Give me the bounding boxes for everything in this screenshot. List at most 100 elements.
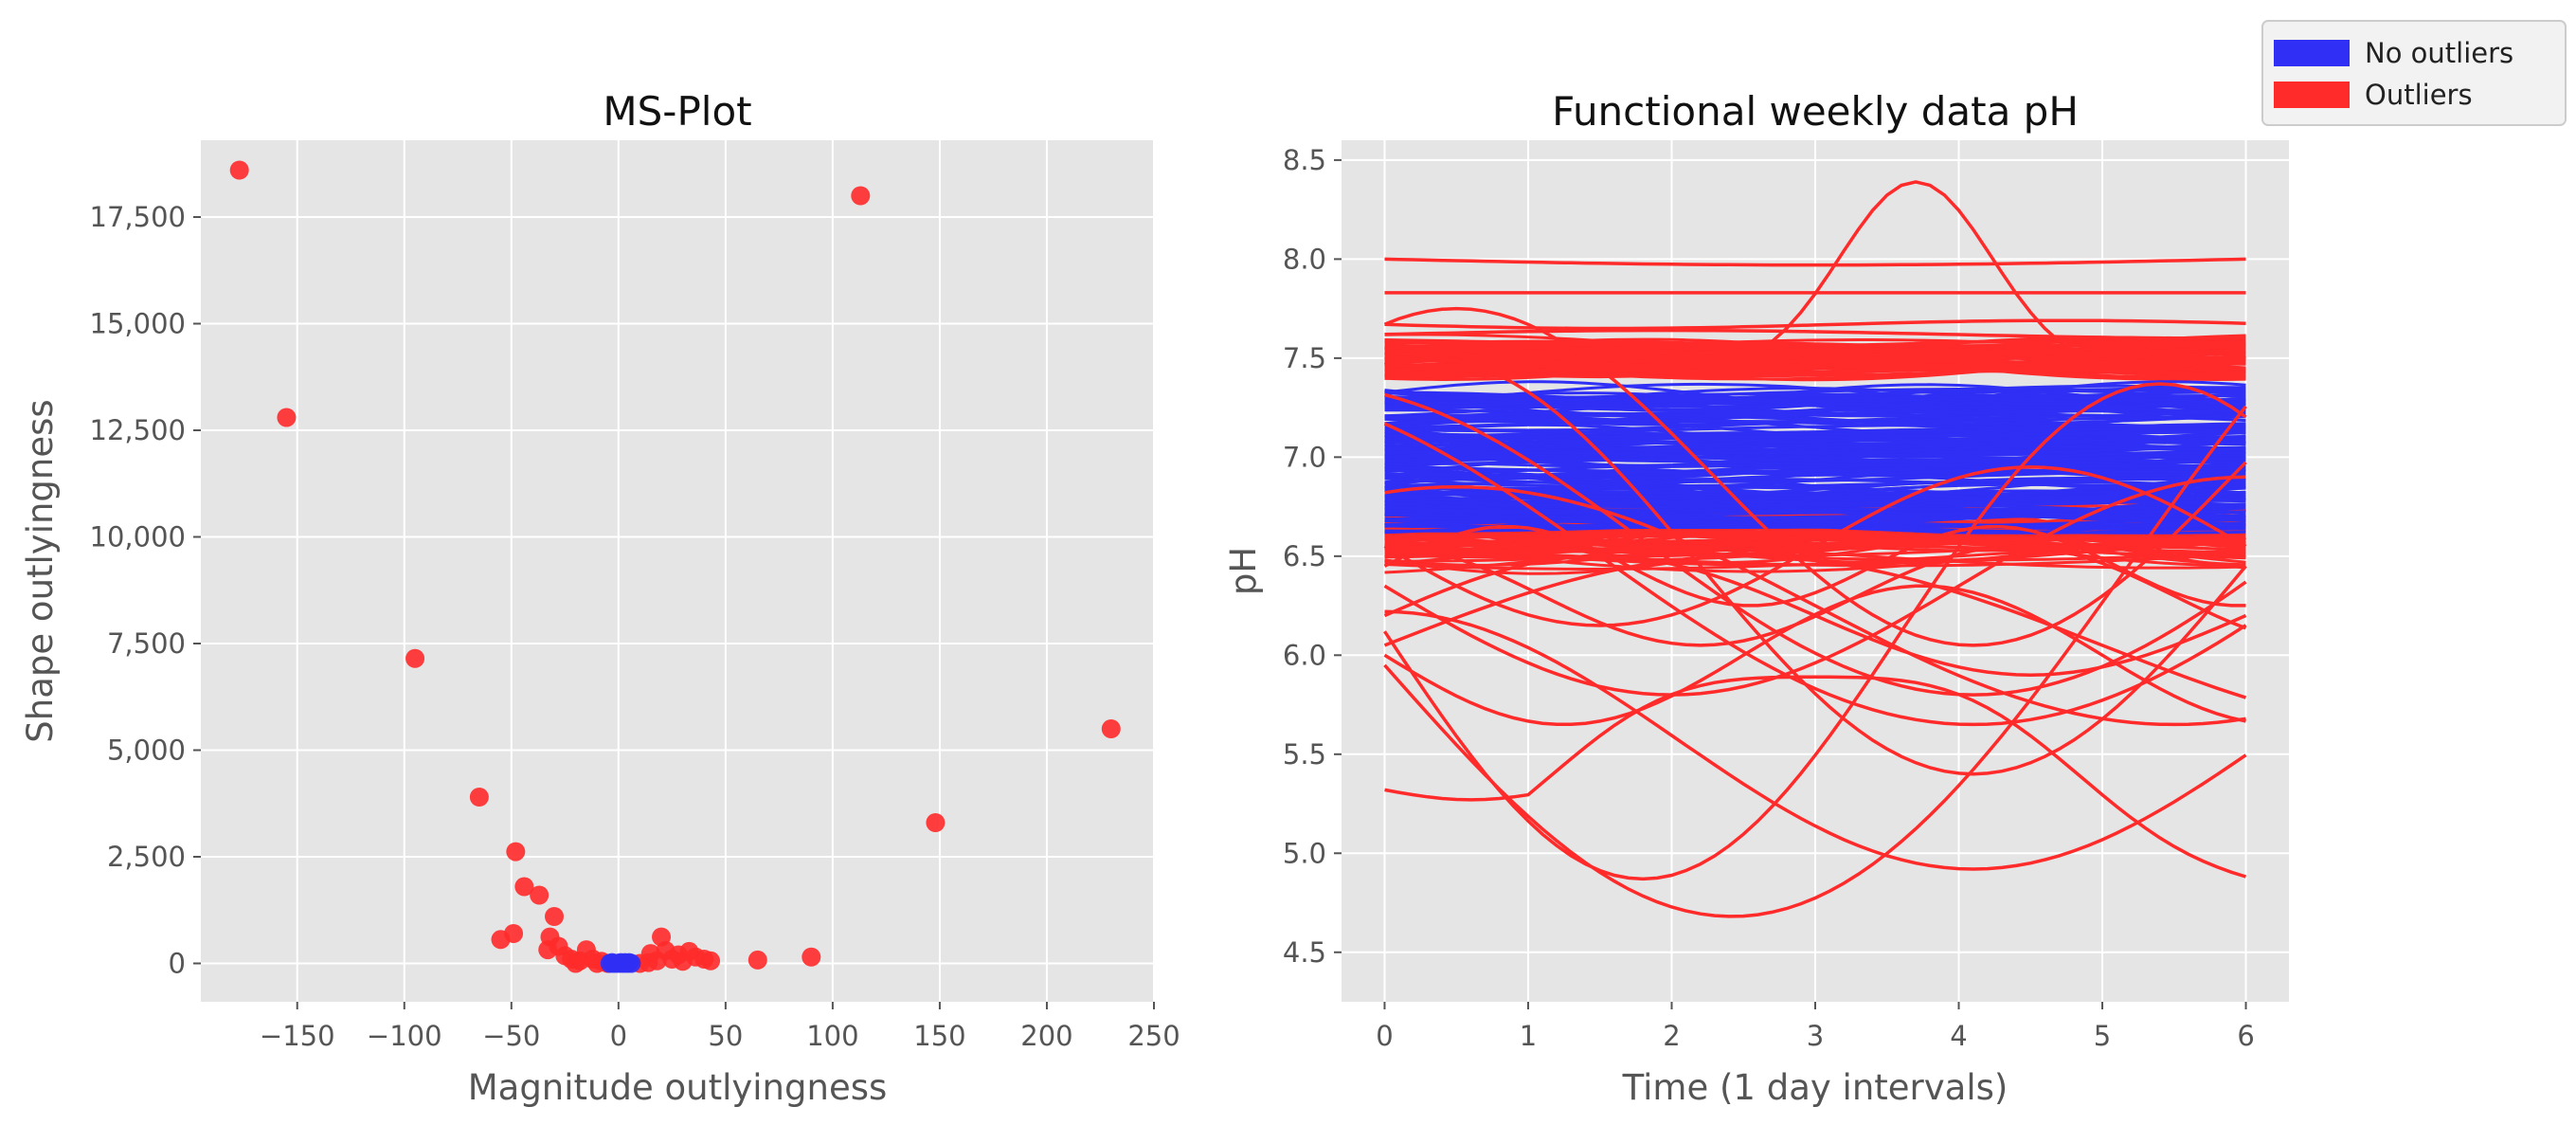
functional-ph-x-tick-label: 5 <box>2094 1020 2111 1052</box>
outlier-point <box>802 947 821 967</box>
ms-plot-y-tick-label: 0 <box>169 948 186 980</box>
functional-ph-x-tick-label: 3 <box>1807 1020 1824 1052</box>
outlier-point <box>748 950 767 970</box>
outlier-curve <box>1384 257 2246 267</box>
functional-ph-x-tick-label: 1 <box>1520 1020 1537 1052</box>
outlier-curve <box>1384 484 2246 727</box>
functional-ph-x-tick-label: 6 <box>2237 1020 2254 1052</box>
outlier-curve <box>1383 524 2246 608</box>
ms-plot-x-tick-label: 200 <box>1020 1020 1072 1052</box>
ms-plot-x-axis-label: Magnitude outlyingness <box>468 1067 888 1108</box>
functional-ph-x-ticks: 0 1 2 3 4 5 6 <box>1376 1002 2255 1052</box>
functional-ph-y-tick-label: 4.5 <box>1283 936 1326 969</box>
functional-ph-x-axis-label: Time (1 day intervals) <box>1622 1067 2009 1108</box>
outlier-point <box>514 877 534 897</box>
outlier-curve <box>1383 475 2246 697</box>
non-outlier-curve <box>1384 399 2246 417</box>
non-outlier-curve <box>1384 431 2246 455</box>
functional-ph-curves <box>1383 180 2247 918</box>
outlier-curve <box>1384 352 2246 382</box>
outlier-curve <box>1383 405 2247 918</box>
functional-ph-title: Functional weekly data pH <box>1552 88 2079 135</box>
outlier-curve <box>1383 382 2247 881</box>
outlier-curve <box>1383 306 2247 647</box>
ms-plot-x-ticks: −150 −100 −50 0 50 100 150 200 250 <box>260 1002 1180 1052</box>
functional-ph-x-tick-label: 4 <box>1950 1020 1967 1052</box>
outlier-point <box>530 885 549 905</box>
outlier-point <box>640 944 660 964</box>
outlier-point <box>506 842 526 862</box>
outlier-point <box>469 788 489 807</box>
legend-swatch-outliers <box>2274 82 2350 108</box>
ms-plot-panel: −150 −100 −50 0 50 100 150 200 250 0 2,500 5,000 7,… <box>20 88 1180 1108</box>
outlier-curve <box>1383 554 2247 699</box>
outlier-curve <box>1384 328 2246 340</box>
outlier-curve <box>1384 344 2246 359</box>
ms-plot-y-tick-label: 5,000 <box>107 735 186 767</box>
outlier-point <box>1101 719 1121 738</box>
functional-ph-x-tick-label: 0 <box>1376 1020 1393 1052</box>
functional-ph-y-tick-label: 8.0 <box>1283 243 1326 275</box>
ms-plot-background <box>201 140 1154 1002</box>
ms-plot-y-tick-label: 12,500 <box>90 414 186 446</box>
outlier-curve <box>1384 609 2247 871</box>
ms-plot-x-tick-label: 250 <box>1127 1020 1180 1052</box>
ms-plot-x-tick-label: 0 <box>610 1020 627 1052</box>
non-outlier-curve <box>1384 430 2246 439</box>
outlier-point <box>926 813 946 832</box>
functional-ph-x-tick-label: 2 <box>1663 1020 1680 1052</box>
ms-plot-title: MS-Plot <box>603 88 751 135</box>
non-outlier-curve <box>1384 424 2246 439</box>
outlier-point <box>277 408 297 427</box>
outlier-point <box>491 930 511 950</box>
outlier-curve <box>1384 544 2247 647</box>
ms-plot-points <box>229 160 1121 973</box>
outlier-curve <box>1383 465 2247 627</box>
outlier-point <box>566 953 585 973</box>
non-outlier-curve <box>1384 451 2246 463</box>
non-outlier-curve <box>1384 445 2246 463</box>
outlier-curve <box>1384 318 2246 331</box>
legend: No outliers Outliers <box>2261 20 2567 126</box>
functional-ph-y-tick-label: 6.0 <box>1283 639 1326 671</box>
non-outlier-curve <box>1384 411 2246 426</box>
outlier-point <box>405 648 425 668</box>
non-outlier-curve <box>1384 418 2246 431</box>
functional-ph-y-axis-label: pH <box>1223 547 1264 595</box>
outlier-point <box>229 160 249 180</box>
ms-plot-y-tick-label: 17,500 <box>90 201 186 233</box>
outlier-curve <box>1384 342 2246 354</box>
functional-ph-y-ticks: 4.5 5.0 5.5 6.0 6.5 7.0 7.5 8.0 8.5 <box>1283 144 1342 969</box>
legend-label-outliers: Outliers <box>2365 79 2473 111</box>
outlier-point <box>851 186 871 206</box>
legend-label-no-outliers: No outliers <box>2365 37 2513 69</box>
non-outlier-curve <box>1384 470 2246 483</box>
outlier-curve <box>1383 422 2247 727</box>
non-outlier-curve <box>1384 456 2246 477</box>
non-outlier-curve <box>1384 412 2246 428</box>
ms-plot-x-tick-label: −100 <box>367 1020 442 1052</box>
ms-plot-y-ticks: 0 2,500 5,000 7,500 10,000 12,500 15,000 17,500 <box>90 201 201 980</box>
ms-plot-y-tick-label: 2,500 <box>107 841 186 873</box>
outlier-curve <box>1384 346 2246 371</box>
ms-plot-grid <box>201 140 1155 1002</box>
non-outlier-curve <box>1384 516 2246 535</box>
ms-plot-x-tick-label: −150 <box>260 1020 335 1052</box>
non-outlier-point <box>620 953 639 972</box>
ms-plot-y-tick-label: 7,500 <box>107 627 186 660</box>
ms-plot-y-tick-label: 10,000 <box>90 521 186 553</box>
ms-plot-x-tick-label: 150 <box>913 1020 965 1052</box>
non-outlier-curve <box>1384 485 2246 501</box>
legend-swatch-no-outliers <box>2274 40 2350 66</box>
outlier-curve <box>1384 536 2246 571</box>
ms-plot-x-tick-label: 100 <box>806 1020 858 1052</box>
outlier-curve <box>1384 180 2246 376</box>
ms-plot-x-tick-label: 50 <box>708 1020 743 1052</box>
functional-ph-y-tick-label: 5.0 <box>1283 837 1326 869</box>
functional-ph-panel: 0 1 2 3 4 5 6 4.5 5.0 5.5 6.0 6.5 7.0 7.5 8.0 8.5 Func… <box>1223 88 2289 1108</box>
outlier-point <box>701 951 721 971</box>
outlier-curve <box>1384 675 2247 879</box>
ms-plot-y-tick-label: 15,000 <box>90 308 186 340</box>
outlier-point <box>545 907 565 926</box>
